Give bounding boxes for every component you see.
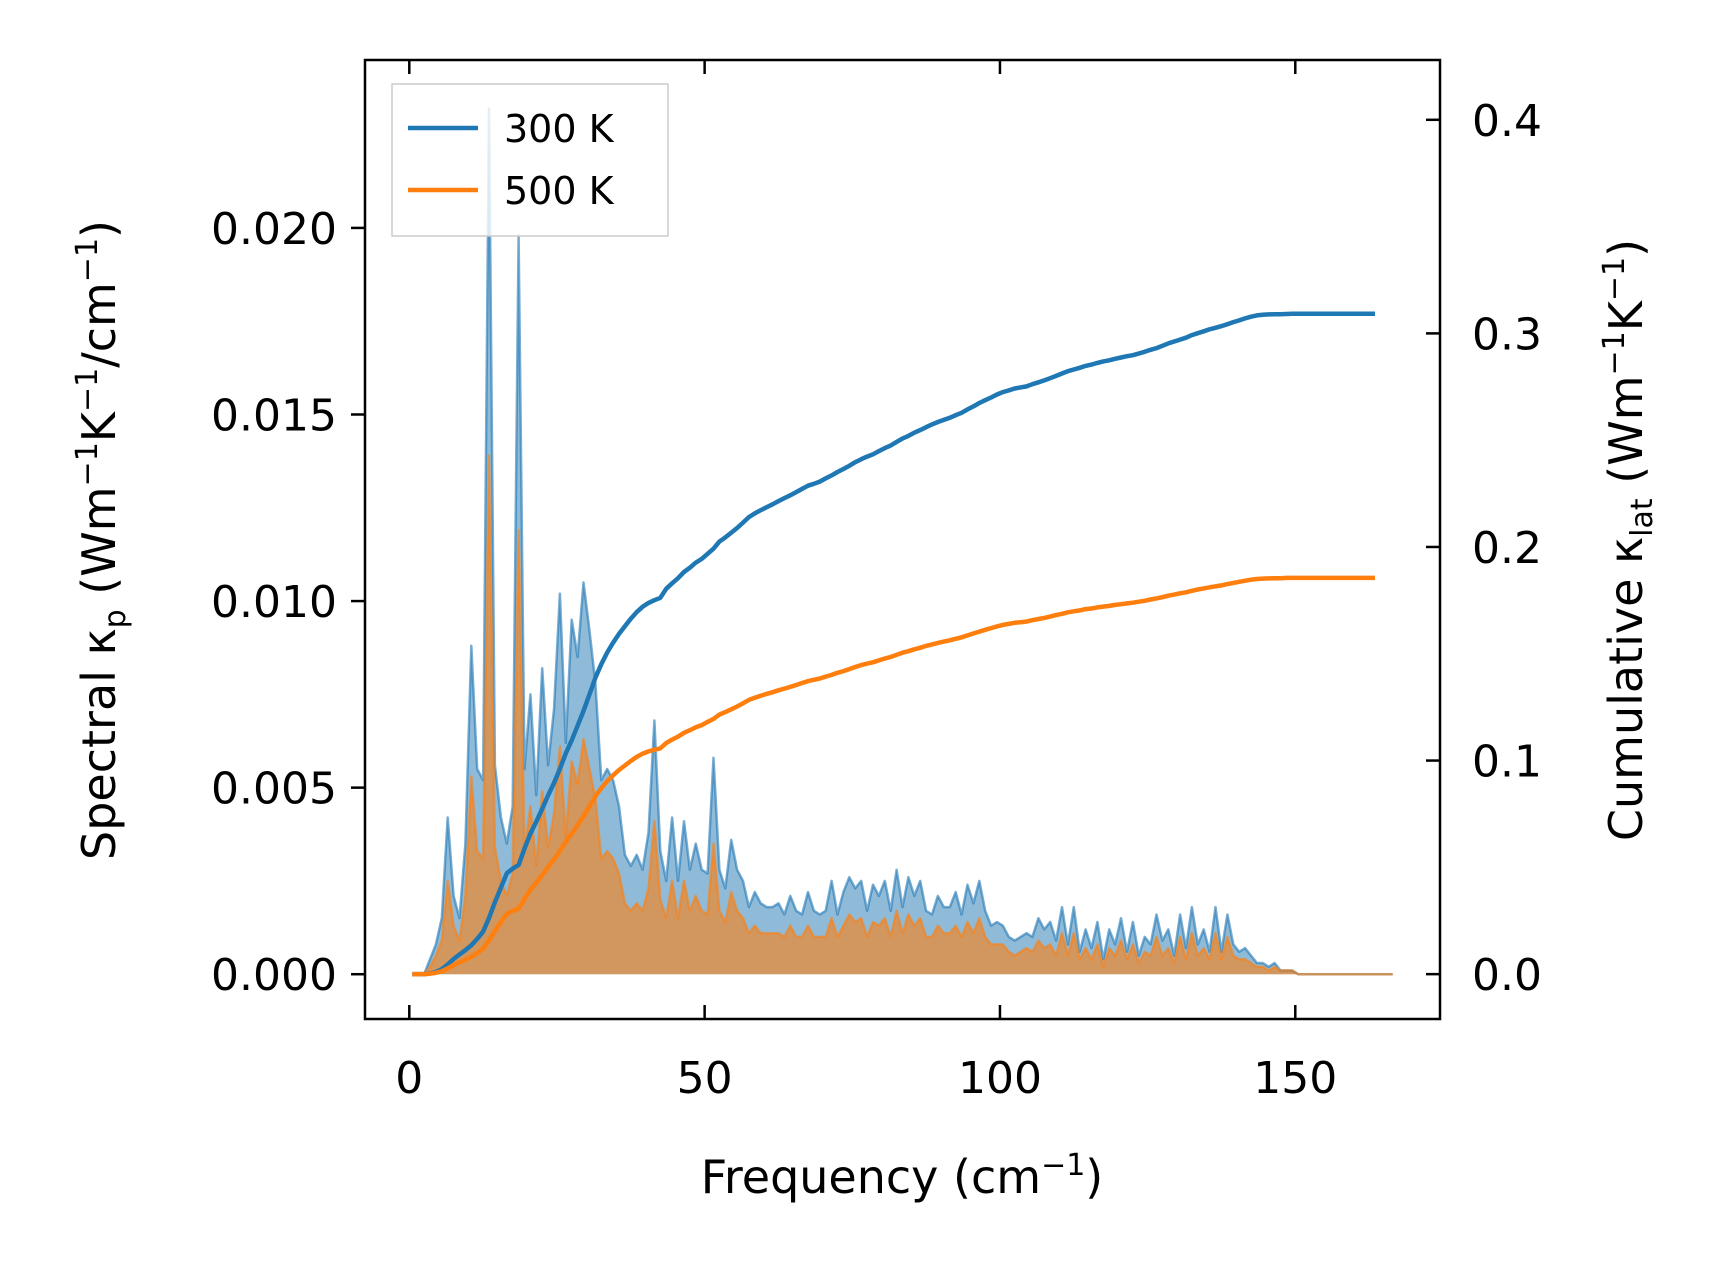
spectral-line-500k [412, 454, 1393, 976]
cumulative-lines [412, 311, 1375, 977]
x-axis-ticks: 0 50 100 150 [395, 60, 1337, 1104]
x-tick-label: 100 [958, 1053, 1042, 1104]
right-y-tick-label: 0.2 [1472, 523, 1542, 574]
left-y-tick-label: 0.000 [211, 950, 337, 1001]
legend-label-500k: 500 K [504, 169, 615, 213]
left-axis-label: Spectral κp (Wm−1K−1/cm−1) [70, 220, 133, 860]
spectral-fill-500k [412, 455, 1393, 975]
spectral-lines [412, 107, 1393, 976]
left-y-tick-label: 0.005 [211, 764, 337, 815]
legend-label-300k: 300 K [504, 107, 615, 151]
right-y-tick-label: 0.0 [1472, 950, 1542, 1001]
left-axis-ticks: 0.000 0.005 0.010 0.015 0.020 [211, 204, 365, 1001]
x-tick-label: 0 [395, 1053, 423, 1104]
left-y-tick-label: 0.020 [211, 204, 337, 255]
cumulative-line-300k [412, 311, 1375, 977]
spectral-line-300k [412, 107, 1393, 976]
left-y-tick-label: 0.010 [211, 577, 337, 628]
left-y-tick-label: 0.015 [211, 390, 337, 441]
right-axis-label: Cumulative κlat (Wm−1K−1) [1597, 239, 1660, 841]
cumulative-line-500k [412, 575, 1375, 977]
spectral-fills [412, 108, 1393, 975]
legend: 300 K 500 K [391, 83, 669, 237]
plot-frame [363, 58, 1442, 1021]
right-axis-ticks: 0.0 0.1 0.2 0.3 0.4 [1426, 96, 1542, 1001]
x-axis-label: Frequency (cm−1) [701, 1148, 1104, 1204]
right-y-tick-label: 0.4 [1472, 96, 1542, 147]
right-y-tick-label: 0.3 [1472, 309, 1542, 360]
x-tick-label: 50 [677, 1053, 733, 1104]
right-y-tick-label: 0.1 [1472, 737, 1542, 788]
x-tick-label: 150 [1253, 1053, 1337, 1104]
legend-frame [391, 83, 669, 237]
